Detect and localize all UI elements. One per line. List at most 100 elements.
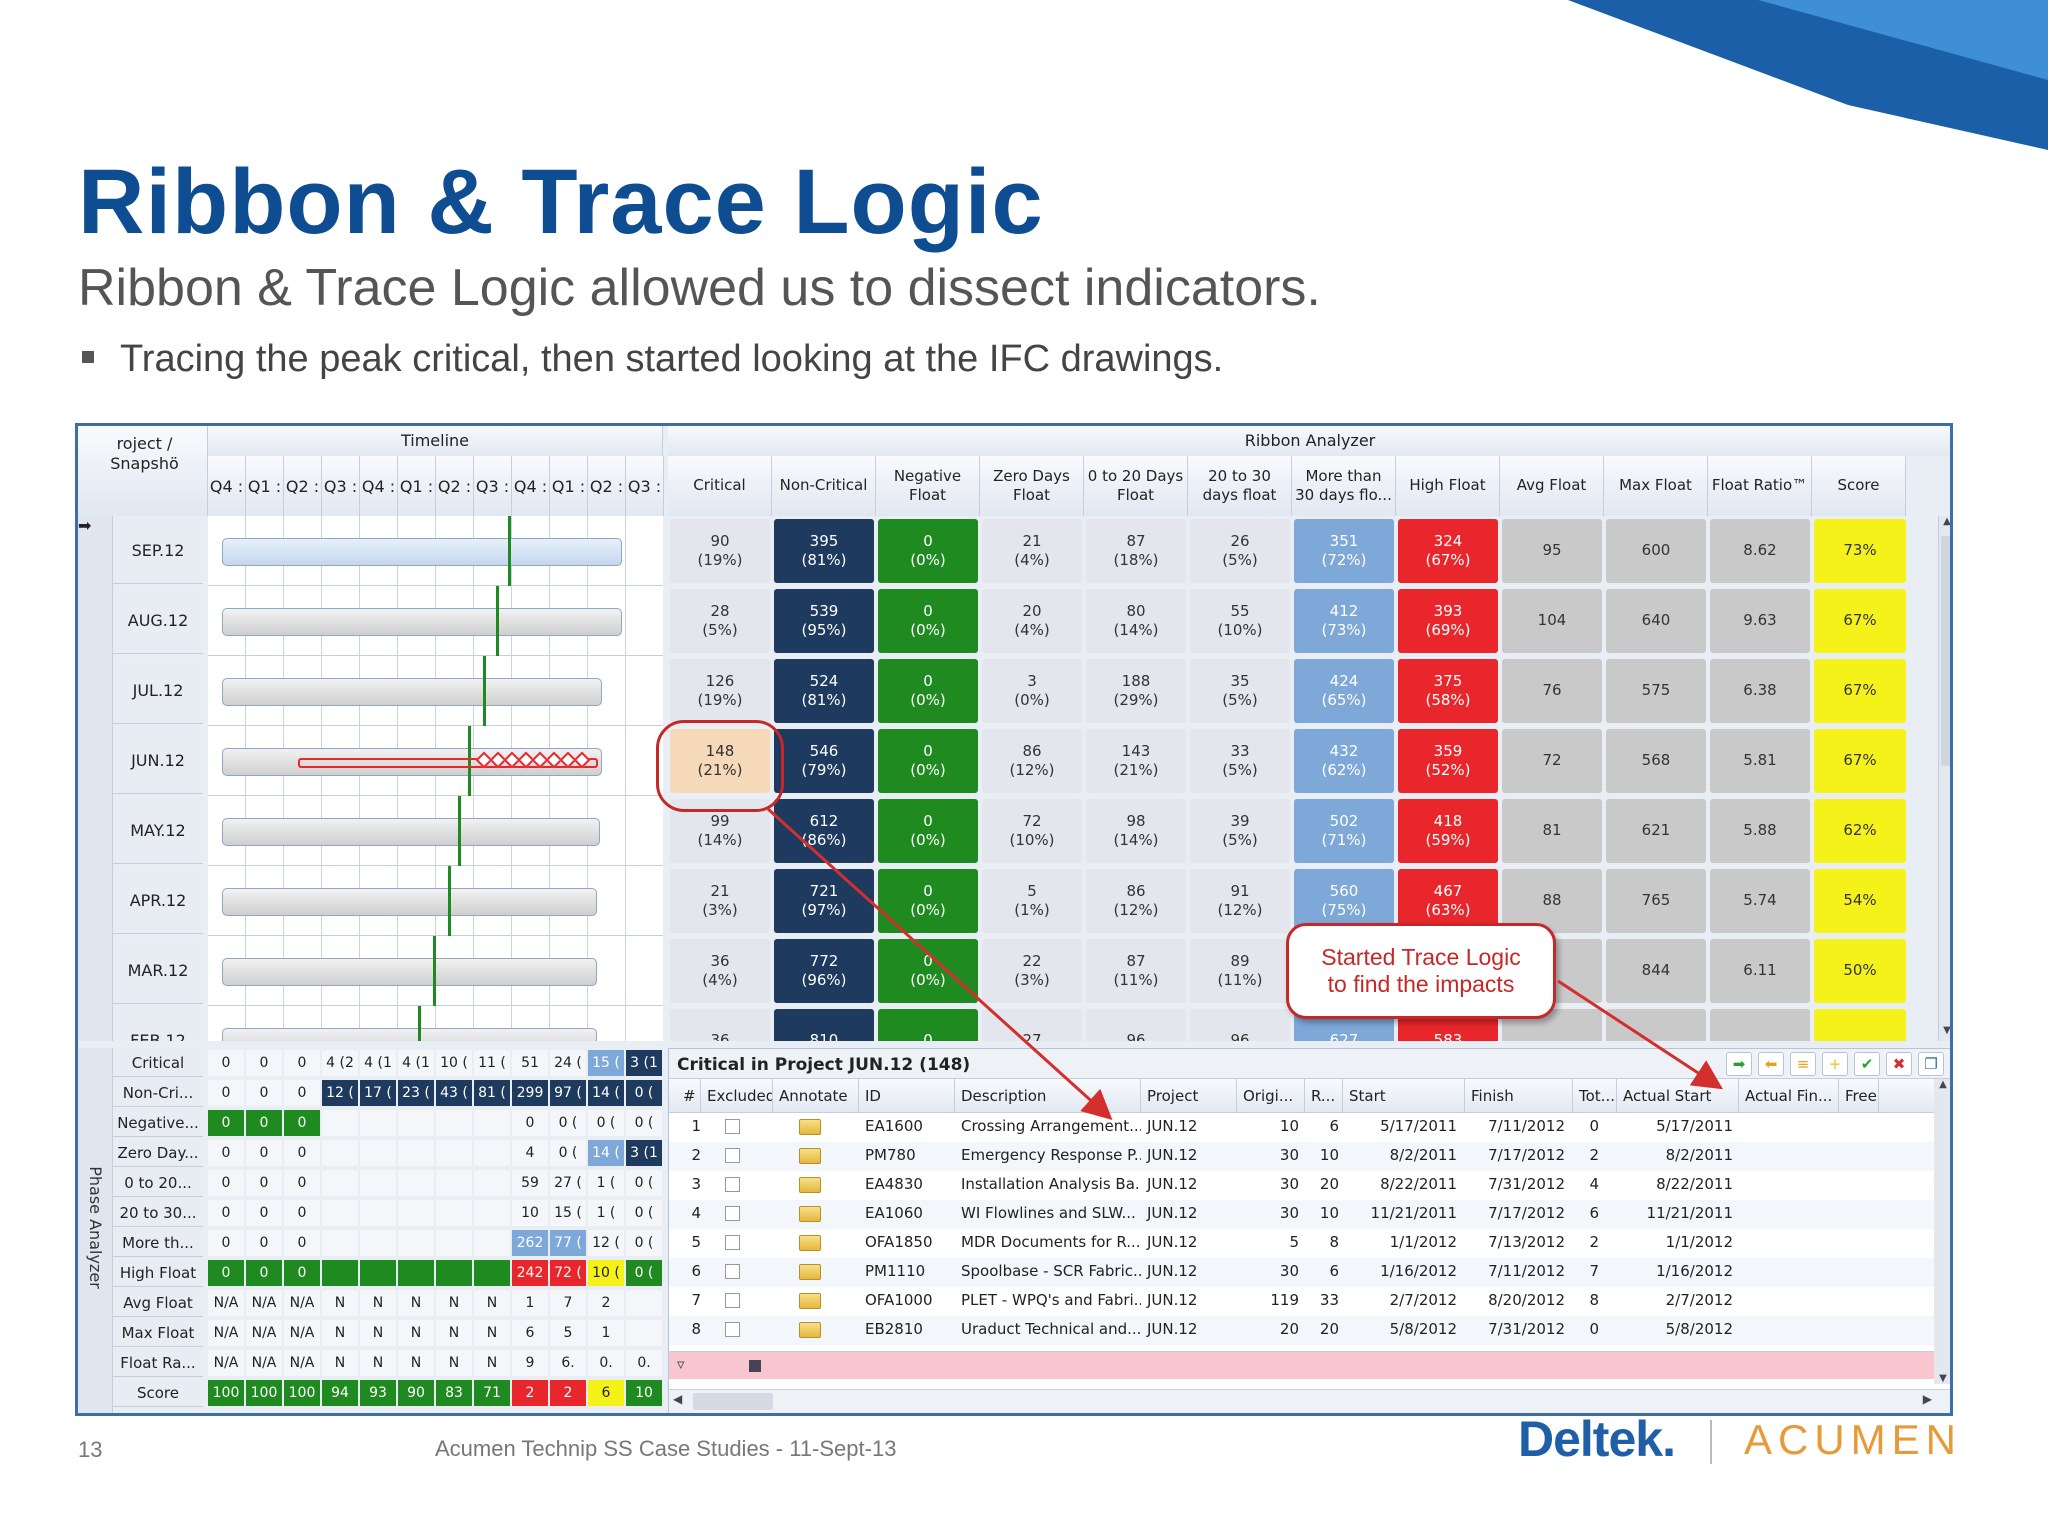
phase-cell[interactable]: 72 ( [550, 1260, 586, 1286]
ribbon-cell[interactable]: 20 (4%) [982, 589, 1082, 653]
activity-id[interactable]: EB2810 [865, 1320, 923, 1338]
ribbon-column-header[interactable]: Zero Days Float [980, 456, 1084, 516]
ribbon-cell[interactable]: 765 [1606, 869, 1706, 933]
phase-row-label[interactable]: Float Ra... [113, 1349, 203, 1377]
annotate-folder-icon[interactable] [799, 1148, 821, 1164]
phase-cell[interactable]: 97 ( [550, 1080, 586, 1106]
snapshot-row[interactable]: MAY.12 99 (14%) 612 (86%) 0 (0%) 72 (10%) 98 … [78, 796, 1938, 866]
ribbon-cell[interactable]: 0 (0%) [878, 869, 978, 933]
ribbon-cell[interactable]: 3 (0%) [982, 659, 1082, 723]
ribbon-cell[interactable]: 8.62 [1710, 519, 1810, 583]
phase-cell[interactable]: 15 ( [588, 1050, 624, 1076]
trace-column-header[interactable]: Actual Start [1617, 1079, 1739, 1113]
ribbon-column-header[interactable]: Max Float [1604, 456, 1708, 516]
phase-cell[interactable]: 5 [550, 1320, 586, 1346]
phase-cell[interactable]: 0 [246, 1140, 282, 1166]
ribbon-cell[interactable]: 324 (67%) [1398, 519, 1498, 583]
ribbon-cell[interactable]: 81 [1502, 799, 1602, 863]
phase-cell[interactable]: 10 ( [588, 1260, 624, 1286]
phase-cell[interactable] [474, 1260, 510, 1286]
phase-cell[interactable]: 0 [284, 1050, 320, 1076]
phase-cell[interactable]: N/A [208, 1290, 244, 1316]
phase-cell[interactable]: 4 (2 [322, 1050, 358, 1076]
excluded-checkbox[interactable] [725, 1235, 740, 1250]
trace-vertical-scrollbar[interactable]: ▲ ▼ [1934, 1079, 1950, 1384]
snapshot-row[interactable]: ➡ SEP.12 90 (19%) 395 (81%) 0 (0%) 21 (4%) 87 … [78, 516, 1938, 586]
scroll-thumb[interactable] [1941, 536, 1950, 766]
ribbon-cell[interactable]: 0 (0%) [878, 799, 978, 863]
ribbon-cell[interactable]: 467 (63%) [1398, 869, 1498, 933]
timeline-bar[interactable] [222, 608, 622, 636]
ribbon-cell[interactable]: 67% [1814, 729, 1906, 793]
ribbon-cell[interactable]: 22 (3%) [982, 939, 1082, 1003]
phase-row-label[interactable]: 0 to 20... [113, 1169, 203, 1197]
phase-cell[interactable]: 14 ( [588, 1080, 624, 1106]
phase-cell[interactable] [398, 1230, 434, 1256]
phase-cell[interactable]: 11 ( [474, 1050, 510, 1076]
phase-cell[interactable]: 4 [512, 1140, 548, 1166]
excluded-checkbox[interactable] [725, 1264, 740, 1279]
phase-cell[interactable]: 51 [512, 1050, 548, 1076]
ribbon-cell[interactable]: 393 (69%) [1398, 589, 1498, 653]
activity-description[interactable]: MDR Documents for R... [961, 1233, 1141, 1251]
timeline-bar[interactable] [222, 538, 622, 566]
phase-cell[interactable] [360, 1110, 396, 1136]
activity-description[interactable]: Crossing Arrangement... [961, 1117, 1141, 1135]
snapshot-label[interactable]: JUL.12 [113, 658, 203, 724]
timeline-bar[interactable] [222, 958, 597, 986]
phase-cell[interactable]: 299 [512, 1080, 548, 1106]
ribbon-cell[interactable]: 87 (18%) [1086, 519, 1186, 583]
phase-cell[interactable]: 59 [512, 1170, 548, 1196]
ribbon-cell[interactable]: 55 (10%) [1190, 589, 1290, 653]
phase-cell[interactable]: N [322, 1320, 358, 1346]
trace-row[interactable]: 7 OFA1000 PLET - WPQ's and Fabri... JUN.12 1… [669, 1287, 1934, 1316]
snapshot-label[interactable]: SEP.12 [113, 518, 203, 584]
phase-row-label[interactable]: Critical [113, 1049, 203, 1077]
phase-cell[interactable] [626, 1290, 662, 1316]
ribbon-cell[interactable] [1606, 1009, 1706, 1041]
phase-cell[interactable]: 3 (1 [626, 1140, 662, 1166]
phase-cell[interactable]: 10 ( [436, 1050, 472, 1076]
phase-row-label[interactable]: Max Float [113, 1319, 203, 1347]
trace-column-header[interactable]: Start [1343, 1079, 1465, 1113]
annotate-folder-icon[interactable] [799, 1264, 821, 1280]
ribbon-column-header[interactable]: Critical [668, 456, 772, 516]
ribbon-cell[interactable]: 524 (81%) [774, 659, 874, 723]
phase-cell[interactable] [474, 1230, 510, 1256]
timeline-bar[interactable] [222, 888, 597, 916]
excluded-checkbox[interactable] [725, 1177, 740, 1192]
phase-cell[interactable]: 6 [588, 1380, 624, 1406]
excluded-checkbox[interactable] [725, 1119, 740, 1134]
ribbon-cell[interactable]: 546 (79%) [774, 729, 874, 793]
phase-cell[interactable]: N/A [284, 1320, 320, 1346]
annotate-folder-icon[interactable] [799, 1119, 821, 1135]
phase-row-label[interactable]: Zero Day... [113, 1139, 203, 1167]
phase-cell[interactable] [474, 1170, 510, 1196]
phase-cell[interactable] [360, 1140, 396, 1166]
ribbon-cell[interactable]: 568 [1606, 729, 1706, 793]
ribbon-cell[interactable]: 0 (0%) [878, 939, 978, 1003]
scroll-down-icon[interactable]: ▼ [1943, 1025, 1951, 1036]
ribbon-cell[interactable]: 104 [1502, 589, 1602, 653]
trace-column-header[interactable]: Annotate [773, 1079, 859, 1113]
ribbon-cell[interactable]: 0 [878, 1009, 978, 1041]
phase-cell[interactable] [360, 1170, 396, 1196]
phase-cell[interactable] [398, 1260, 434, 1286]
phase-cell[interactable]: 0 ( [626, 1080, 662, 1106]
ribbon-cell[interactable]: 39 (5%) [1190, 799, 1290, 863]
snapshot-label[interactable]: FEB.12 [113, 1008, 203, 1041]
ribbon-cell[interactable]: 0 (0%) [878, 659, 978, 723]
phase-cell[interactable]: 0 [284, 1080, 320, 1106]
activity-id[interactable]: EA1600 [865, 1117, 923, 1135]
phase-cell[interactable]: 0 [246, 1200, 282, 1226]
ribbon-cell[interactable]: 5.88 [1710, 799, 1810, 863]
row-selector[interactable] [78, 1006, 113, 1041]
phase-cell[interactable]: 1 ( [588, 1200, 624, 1226]
snapshot-label[interactable]: MAR.12 [113, 938, 203, 1004]
ribbon-cell[interactable]: 36 [670, 1009, 770, 1041]
phase-cell[interactable]: N [360, 1350, 396, 1376]
snapshot-label[interactable]: AUG.12 [113, 588, 203, 654]
phase-row-label[interactable]: Avg Float [113, 1289, 203, 1317]
ribbon-cell[interactable] [1814, 1009, 1906, 1041]
ribbon-cell[interactable]: 810 [774, 1009, 874, 1041]
